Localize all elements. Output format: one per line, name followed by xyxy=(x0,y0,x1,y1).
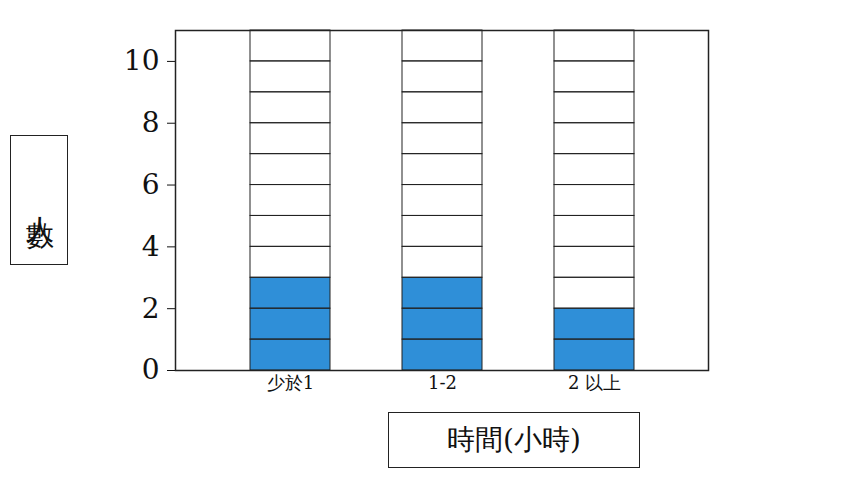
svg-text:少於1: 少於1 xyxy=(267,372,314,393)
svg-text:1-2: 1-2 xyxy=(428,372,457,393)
html-text:時間(小時): 時間(小時) xyxy=(447,423,581,456)
html-text:人數: 人數 xyxy=(23,194,56,206)
svg-text:2: 2 xyxy=(142,292,160,325)
svg-text:4: 4 xyxy=(142,230,160,263)
svg-text:8: 8 xyxy=(142,106,160,139)
svg-text:10: 10 xyxy=(124,44,160,77)
svg-text:6: 6 xyxy=(142,168,160,201)
svg-text:0: 0 xyxy=(142,353,160,386)
svg-text:2 以上: 2 以上 xyxy=(568,372,621,393)
